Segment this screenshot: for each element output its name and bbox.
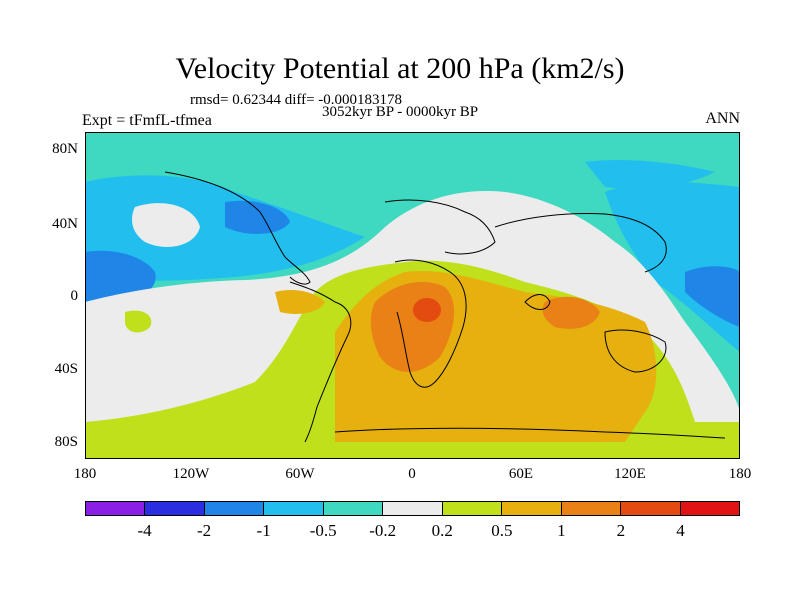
field-cyan-east-pacific (605, 182, 740, 352)
x-tick-60e: 60E (508, 466, 534, 482)
field-green-south-pacific (125, 310, 152, 333)
field-blue-west-pacific (85, 250, 156, 302)
colorbar-segment (621, 502, 681, 515)
field-orange-indian-ocean (542, 296, 600, 329)
field-blue-east (685, 266, 740, 327)
colorbar-segment (145, 502, 205, 515)
field-deep-orange-core (413, 298, 441, 322)
colorbar-label: -4 (137, 521, 152, 540)
map-frame (85, 132, 740, 459)
field-cyan-north-pacific (85, 175, 365, 281)
colorbar-segment (502, 502, 562, 515)
field-blue-north-pacific (225, 200, 290, 234)
x-tick-180-left: 180 (73, 466, 97, 482)
x-tick-60w: 60W (285, 466, 315, 482)
experiment-label: Expt = tFmfL-tfmea (82, 112, 212, 129)
y-tick-80s: 80S (54, 434, 78, 450)
colorbar-segment (323, 502, 384, 515)
colorbar (85, 501, 740, 516)
colorbar-label: 4 (676, 521, 685, 540)
x-tick-0: 0 (408, 466, 416, 482)
season-label: ANN (705, 110, 740, 127)
velocity-potential-map (85, 132, 740, 459)
y-tick-40s: 40S (54, 361, 78, 377)
page-title: Velocity Potential at 200 hPa (km2/s) (175, 52, 625, 85)
colorbar-segment (383, 502, 443, 515)
colorbar-label: 0.5 (491, 521, 513, 540)
x-tick-180-right: 180 (728, 466, 752, 482)
x-tick-120e: 120E (614, 466, 646, 482)
map-panel (85, 132, 740, 459)
coastlines (164, 171, 726, 443)
y-tick-40n: 40N (52, 216, 78, 232)
field-gold-south-america (275, 290, 325, 314)
colorbar-label: -1 (256, 521, 271, 540)
y-tick-80n: 80N (52, 141, 78, 157)
colorbar-label: -0.2 (369, 521, 397, 540)
x-tick-120w: 120W (172, 466, 210, 482)
y-tick-0: 0 (70, 288, 79, 304)
field-white-north-pacific (132, 203, 200, 247)
stats-line: rmsd= 0.62344 diff= -0.000183178 (190, 92, 403, 108)
colorbar-segment (204, 502, 265, 515)
colorbar-segment (264, 502, 324, 515)
period-line: 3052kyr BP - 0000kyr BP (322, 104, 479, 120)
colorbar-segment (680, 502, 739, 515)
colorbar-label: -2 (196, 521, 212, 540)
colorbar-label: -0.5 (309, 521, 337, 540)
colorbar-label: 1 (557, 521, 566, 540)
colorbar-segment (442, 502, 503, 515)
colorbar-segment (86, 502, 146, 515)
colorbar-segment (561, 502, 622, 515)
field-cyan-siberia (585, 160, 715, 189)
colorbar-label: 0.2 (431, 521, 453, 540)
colorbar-label: 2 (616, 521, 626, 540)
